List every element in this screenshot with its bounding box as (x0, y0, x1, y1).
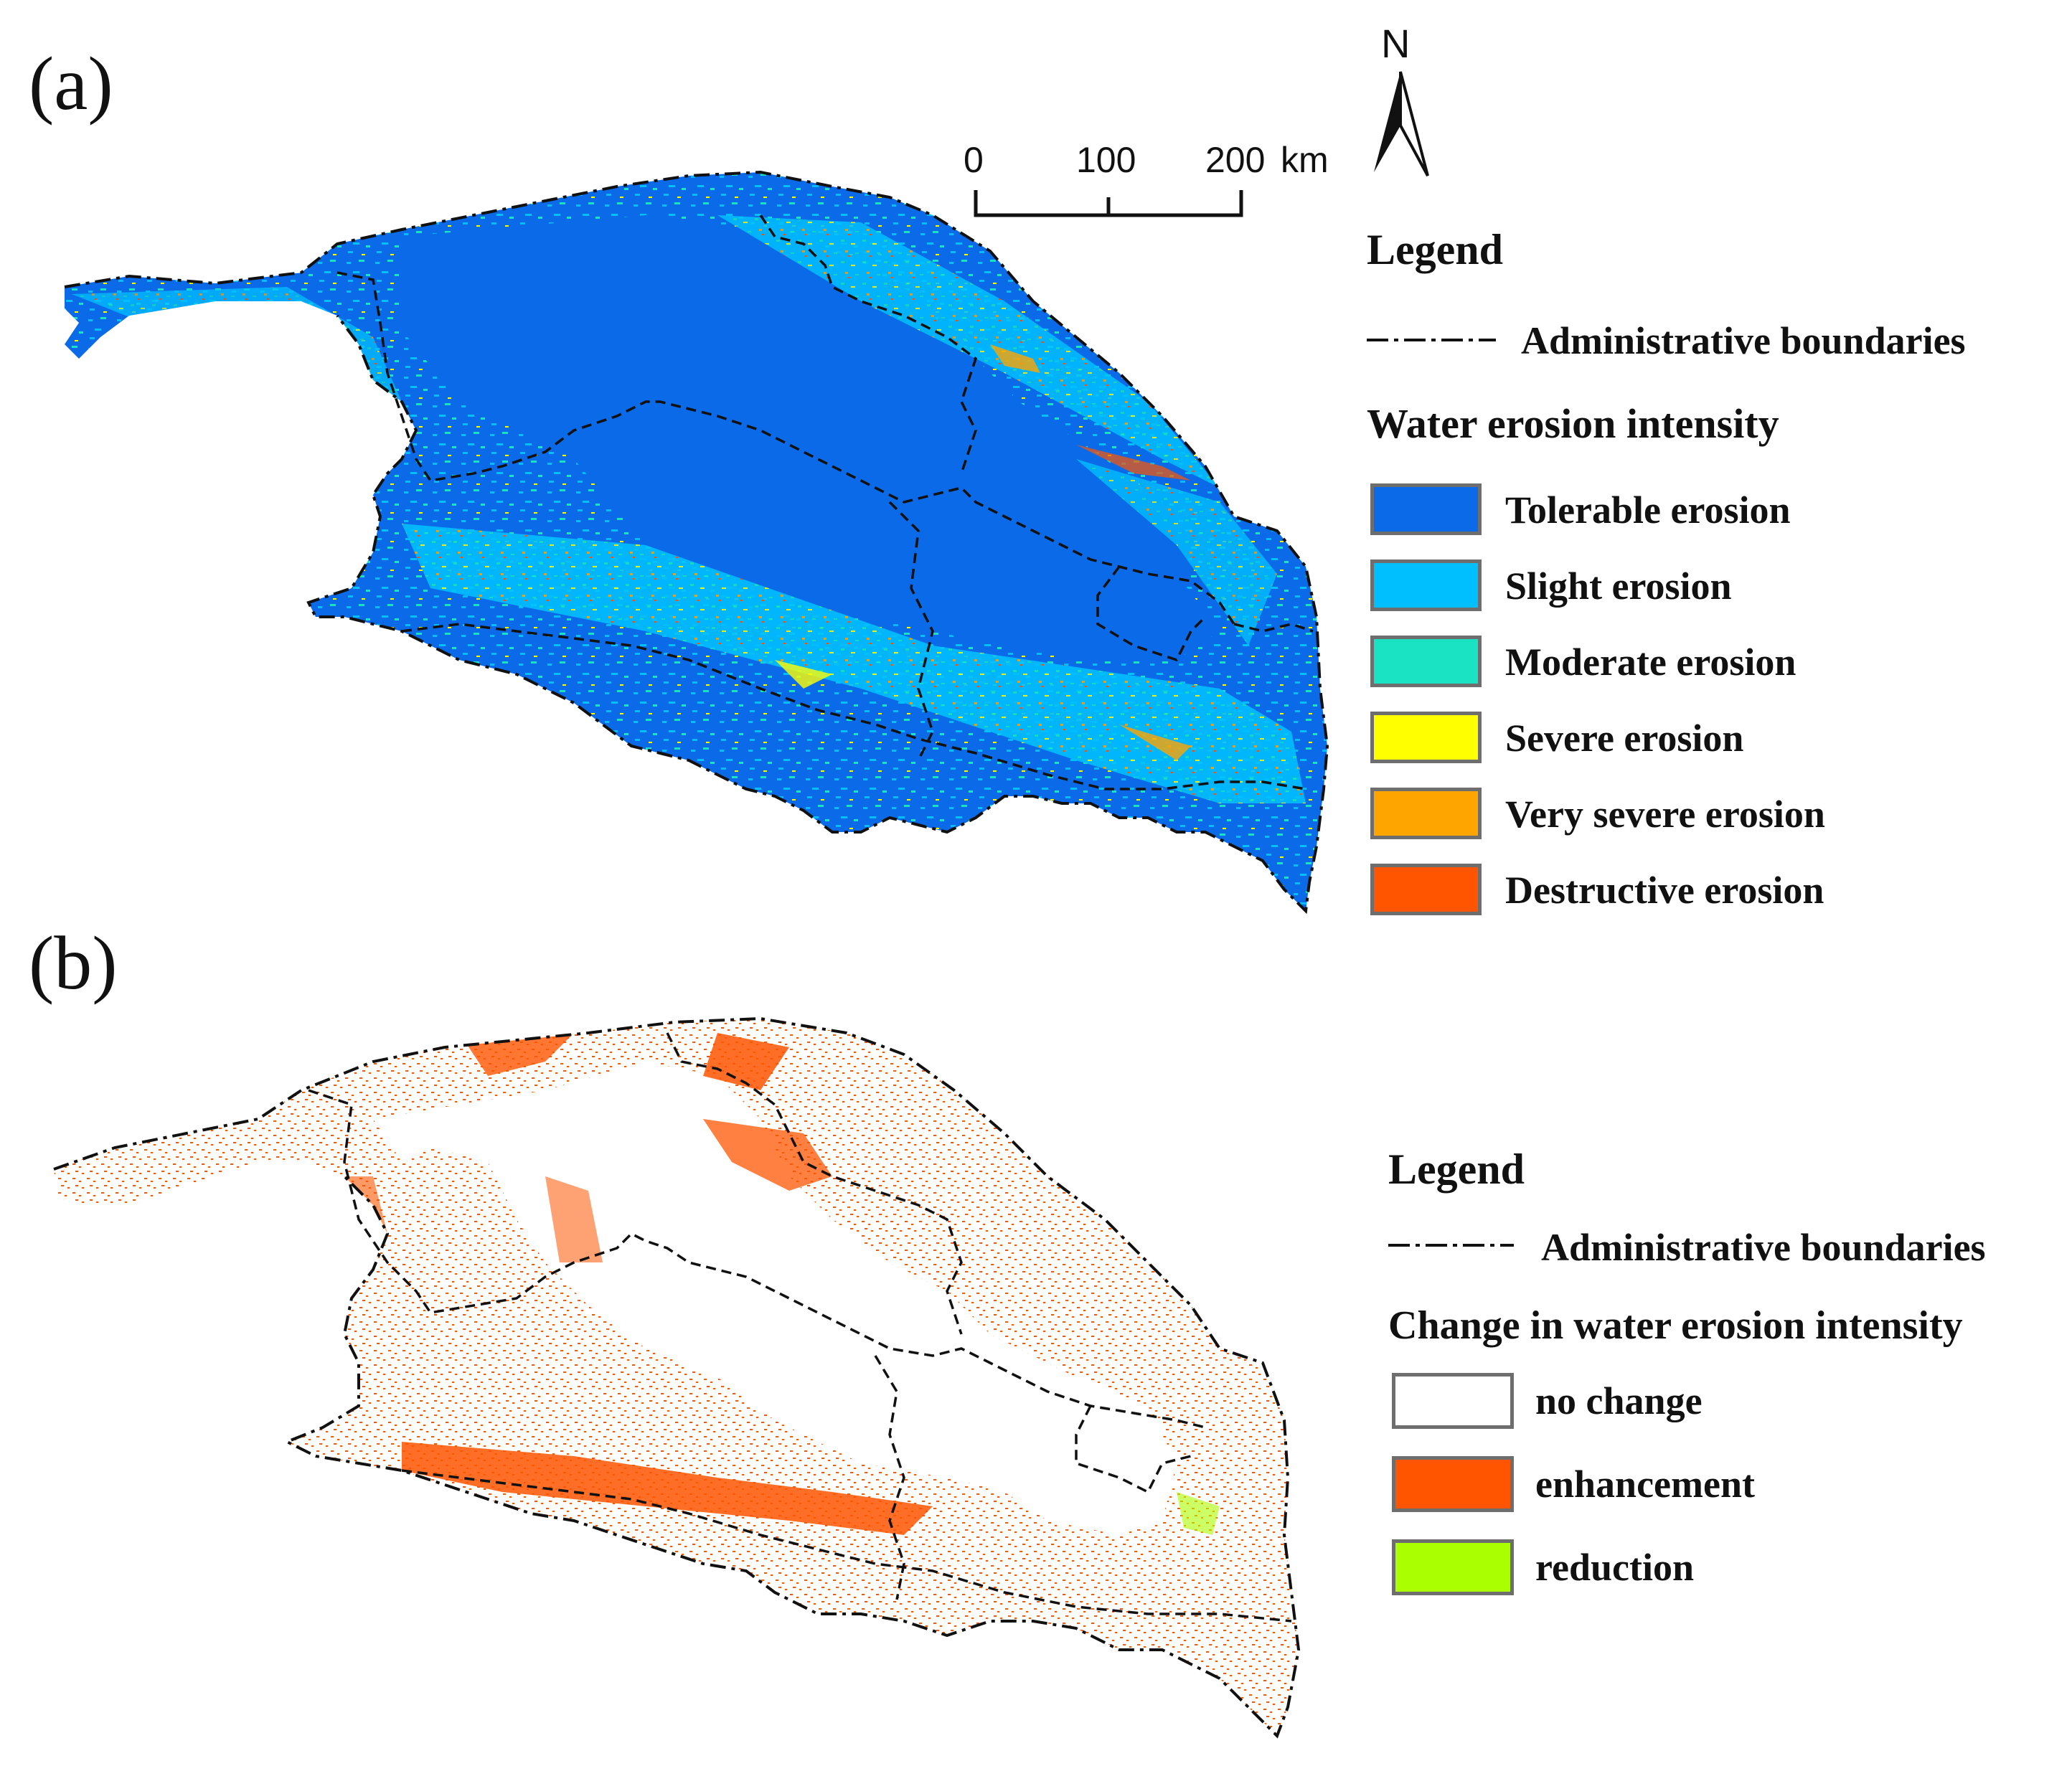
legend-a-swatch-moderate (1370, 636, 1482, 687)
legend-b-label-enhancement: enhancement (1535, 1463, 1755, 1506)
legend-b-label-reduction: reduction (1535, 1546, 1695, 1589)
scale-unit: km (1281, 140, 1329, 180)
map-b-outline (53, 1016, 1301, 1739)
legend-b-title: Legend (1388, 1146, 1525, 1193)
legend-b-boundary-label: Administrative boundaries (1541, 1226, 1986, 1269)
map-a-outline (64, 170, 1329, 915)
north-arrow-letter: N (1381, 21, 1411, 66)
legend-a-swatch-destructive (1370, 864, 1482, 915)
legend-b-subtitle: Change in water erosion intensity (1388, 1303, 1963, 1348)
legend-a-subtitle: Water erosion intensity (1367, 400, 1779, 447)
legend-a-swatch-tolerable (1370, 483, 1482, 535)
map-a-raster (65, 172, 1327, 911)
legend-a-label-very-severe: Very severe erosion (1505, 793, 1825, 836)
legend-b-swatch-no-change (1392, 1373, 1514, 1429)
legend-a-label-destructive: Destructive erosion (1505, 869, 1824, 912)
legend-a-label-slight: Slight erosion (1505, 565, 1732, 608)
scale-tick-0: 0 (964, 140, 984, 180)
panel-a-label: (a) (29, 42, 113, 126)
legend-a-swatch-very-severe (1370, 788, 1482, 839)
legend-a-boundary-label: Administrative boundaries (1521, 319, 1966, 362)
legend-a-label-moderate: Moderate erosion (1505, 641, 1796, 684)
legend-b-swatch-reduction (1392, 1539, 1514, 1595)
scale-tick-100: 100 (1076, 140, 1136, 180)
legend-b-label-no-change: no change (1535, 1379, 1703, 1422)
legend-a-swatch-severe (1370, 712, 1482, 763)
legend-a-label-severe: Severe erosion (1505, 717, 1744, 760)
map-a-admin-boundaries (336, 214, 1314, 790)
legend-b-swatch-enhancement (1392, 1456, 1514, 1512)
legend-a-swatch-slight (1370, 559, 1482, 611)
legend-a-label-tolerable: Tolerable erosion (1505, 488, 1791, 532)
scale-tick-200: 200 (1205, 140, 1266, 180)
legend-a-title: Legend (1367, 226, 1504, 273)
panel-b-label: (b) (29, 921, 118, 1005)
map-b-admin-boundaries (308, 1032, 1292, 1623)
